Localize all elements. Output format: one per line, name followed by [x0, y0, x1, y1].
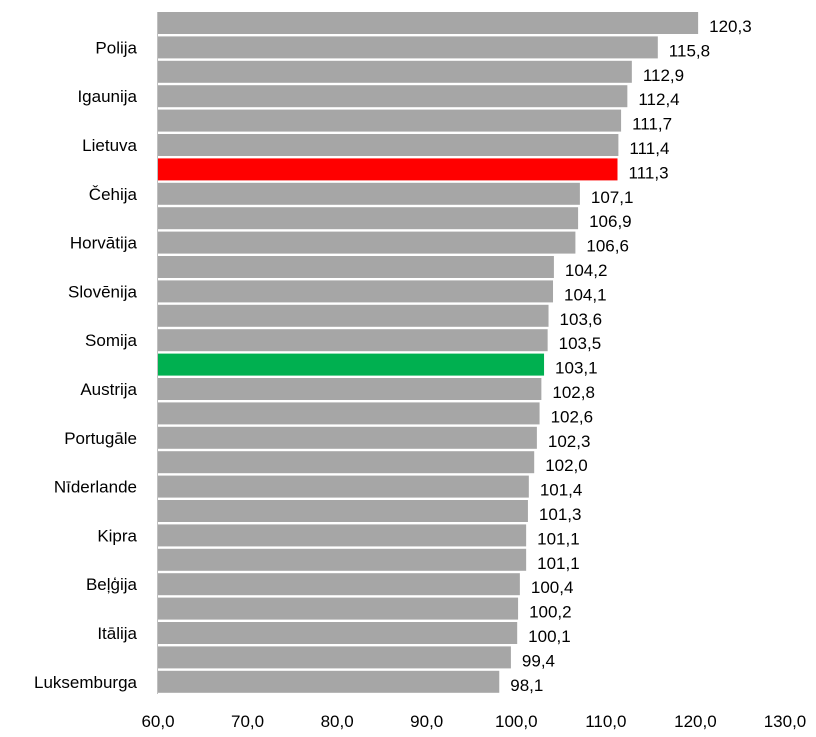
value-labels: 120,3 115,8 112,9 112,4 111,7 111,4 111,3 107,1… [510, 17, 751, 695]
x-tick-label: 70,0 [231, 712, 264, 731]
bar [158, 85, 628, 108]
category-label: Kipra [97, 526, 137, 545]
value-label: 111,7 [632, 115, 672, 134]
value-label: 103,6 [560, 310, 603, 329]
bar [158, 622, 518, 644]
value-label: 107,1 [591, 188, 634, 207]
value-label: 102,0 [545, 456, 588, 475]
bar [158, 329, 548, 352]
bar [158, 304, 549, 327]
bar [158, 36, 658, 59]
bar [158, 500, 528, 522]
value-label: 101,1 [537, 554, 580, 573]
category-label: Portugāle [64, 429, 137, 448]
value-label: 106,6 [586, 237, 629, 256]
bar [158, 182, 580, 205]
bar [158, 109, 622, 132]
value-label: 101,4 [540, 481, 583, 500]
bar [158, 548, 527, 571]
value-label: 100,4 [531, 578, 574, 597]
bar [158, 378, 542, 400]
category-label: Čehija [89, 185, 138, 204]
x-tick-label: 100,0 [495, 712, 538, 731]
value-label: 103,5 [559, 334, 602, 353]
value-label: 102,3 [548, 432, 591, 451]
value-label: 99,4 [522, 651, 555, 670]
value-label: 100,1 [528, 627, 571, 646]
x-tick-label: 90,0 [410, 712, 443, 731]
value-label: 104,2 [565, 261, 608, 280]
value-label: 98,1 [510, 676, 543, 695]
bar [158, 451, 535, 474]
category-label: Austrija [80, 380, 137, 399]
bars [158, 12, 699, 693]
x-tick-label: 80,0 [321, 712, 354, 731]
x-axis-tick-labels: 60,0 70,0 80,0 90,0 100,0 110,0 120,0 130,0 [141, 712, 806, 731]
value-label: 101,3 [539, 505, 582, 524]
bar [158, 573, 520, 596]
x-tick-label: 120,0 [674, 712, 717, 731]
value-label: 102,8 [552, 383, 595, 402]
value-label: 104,1 [564, 285, 607, 304]
bar [158, 426, 537, 449]
bar [158, 158, 618, 181]
value-label: 101,1 [537, 529, 580, 548]
bar [158, 256, 554, 278]
bar [158, 524, 527, 547]
bar [158, 207, 579, 230]
value-label: 100,2 [529, 603, 572, 622]
category-label: Slovēnija [68, 282, 138, 301]
x-tick-label: 130,0 [764, 712, 807, 731]
bar [158, 231, 576, 254]
bar [158, 670, 500, 693]
x-tick-label: 110,0 [585, 712, 626, 731]
value-label: 106,9 [589, 212, 632, 231]
bar [158, 12, 699, 34]
category-label: Polija [95, 38, 137, 57]
bar [158, 646, 511, 669]
category-label: Igaunija [77, 87, 137, 106]
bar [158, 597, 519, 620]
value-label: 112,4 [638, 90, 679, 109]
value-label: 115,8 [669, 41, 710, 60]
bar [158, 60, 632, 83]
bar [158, 353, 545, 376]
category-label: Somija [85, 331, 138, 350]
x-tick-label: 60,0 [141, 712, 174, 731]
value-label: 102,6 [551, 407, 594, 426]
value-label: 111,4 [629, 139, 669, 158]
bar [158, 134, 619, 156]
category-label: Horvātija [70, 234, 138, 253]
bar [158, 280, 554, 303]
value-label: 111,3 [629, 163, 669, 182]
value-label: 120,3 [709, 17, 752, 36]
category-label: Lietuva [82, 136, 137, 155]
bar [158, 402, 540, 425]
value-label: 112,9 [643, 66, 684, 85]
category-label: Itālija [97, 624, 137, 643]
category-label: Nīderlande [54, 478, 137, 497]
value-label: 103,1 [555, 359, 598, 378]
bar [158, 475, 529, 498]
category-labels: Polija Igaunija Lietuva Čehija Horvātija Slov… [34, 38, 138, 691]
category-label: Beļģija [86, 575, 138, 594]
category-label: Luksemburga [34, 673, 138, 692]
